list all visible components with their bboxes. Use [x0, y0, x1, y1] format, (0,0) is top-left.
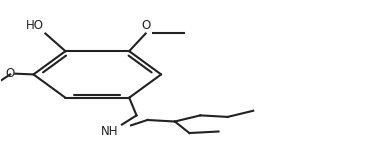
- Text: NH: NH: [101, 125, 118, 138]
- Text: HO: HO: [26, 19, 44, 32]
- Text: O: O: [5, 67, 15, 80]
- Text: O: O: [141, 19, 150, 32]
